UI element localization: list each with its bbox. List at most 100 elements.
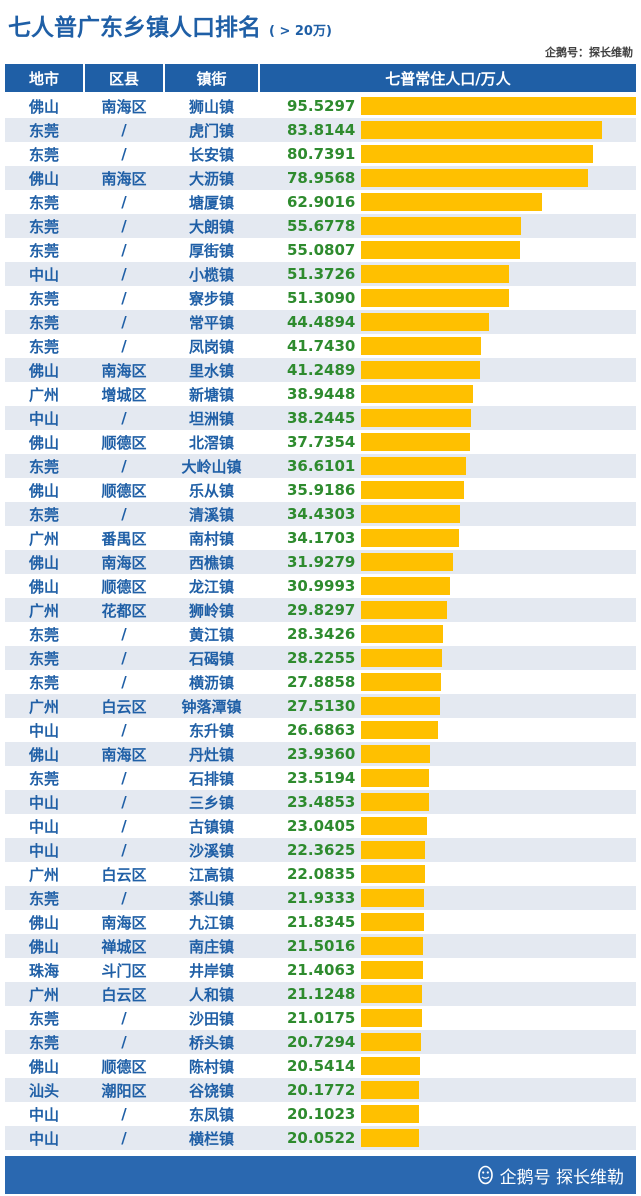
town-cell: 东升镇 — [188, 721, 234, 740]
city-cell: 中山 — [28, 721, 59, 740]
population-bar — [361, 169, 589, 187]
value-label: 51.3090 — [287, 289, 356, 307]
table-row: 佛山 南海区 丹灶镇 23.9360 — [5, 742, 636, 766]
table-row: 中山 / 东升镇 26.6863 — [5, 718, 636, 742]
city-cell: 广州 — [28, 601, 59, 620]
table-row: 中山 / 横栏镇 20.0522 — [5, 1126, 636, 1150]
table-row: 东莞 / 清溪镇 34.4303 — [5, 502, 636, 526]
population-bar — [361, 313, 490, 331]
city-cell: 中山 — [28, 1129, 59, 1148]
value-label: 41.2489 — [287, 361, 356, 379]
penguin-icon — [477, 1165, 493, 1185]
district-cell: 白云区 — [101, 985, 147, 1004]
table-row: 东莞 / 凤岗镇 41.7430 — [5, 334, 636, 358]
town-cell: 乐从镇 — [188, 481, 234, 500]
city-cell: 东莞 — [28, 337, 59, 356]
district-cell: / — [121, 889, 127, 907]
town-cell: 石排镇 — [188, 769, 234, 788]
table-row: 东莞 / 常平镇 44.4894 — [5, 310, 636, 334]
district-cell: 潮阳区 — [101, 1081, 147, 1100]
table-row: 珠海 斗门区 井岸镇 21.4063 — [5, 958, 636, 982]
table-row: 东莞 / 石排镇 23.5194 — [5, 766, 636, 790]
city-cell: 广州 — [28, 865, 59, 884]
table-row: 中山 / 古镇镇 23.0405 — [5, 814, 636, 838]
city-cell: 东莞 — [28, 289, 59, 308]
district-cell: / — [121, 1009, 127, 1027]
town-cell: 陈村镇 — [188, 1057, 234, 1076]
district-cell: 南海区 — [101, 97, 147, 116]
district-cell: 南海区 — [101, 913, 147, 932]
district-cell: 斗门区 — [101, 961, 147, 980]
town-cell: 新塘镇 — [188, 385, 234, 404]
city-cell: 佛山 — [28, 937, 59, 956]
district-cell: 顺德区 — [101, 433, 147, 452]
value-label: 29.8297 — [287, 601, 356, 619]
table-row: 东莞 / 塘厦镇 62.9016 — [5, 190, 636, 214]
population-bar — [361, 121, 603, 139]
table-row: 中山 / 坦洲镇 38.2445 — [5, 406, 636, 430]
population-bar — [361, 1129, 419, 1147]
population-bar — [361, 265, 509, 283]
value-label: 83.8144 — [287, 121, 356, 139]
population-bar — [361, 649, 443, 667]
value-label: 31.9279 — [287, 553, 356, 571]
table-row: 佛山 南海区 里水镇 41.2489 — [5, 358, 636, 382]
population-bar — [361, 769, 429, 787]
city-cell: 汕头 — [28, 1081, 59, 1100]
value-label: 36.6101 — [287, 457, 356, 475]
value-label: 23.0405 — [287, 817, 356, 835]
town-cell: 南村镇 — [188, 529, 234, 548]
chart-title-block: 七人普广东乡镇人口排名 ( > 20万) — [8, 8, 332, 42]
population-bar — [361, 361, 480, 379]
header-town: 镇街 — [165, 64, 258, 92]
city-cell: 中山 — [28, 841, 59, 860]
population-bar — [361, 697, 441, 715]
population-bar — [361, 913, 424, 931]
population-bar — [361, 433, 470, 451]
city-cell: 广州 — [28, 697, 59, 716]
city-cell: 佛山 — [28, 1057, 59, 1076]
table-row: 东莞 / 厚街镇 55.0807 — [5, 238, 636, 262]
district-cell: / — [121, 121, 127, 139]
chart-subtitle: ( > 20万) — [269, 24, 332, 39]
table-row: 佛山 南海区 狮山镇 95.5297 — [5, 94, 636, 118]
town-cell: 坦洲镇 — [188, 409, 234, 428]
town-cell: 凤岗镇 — [188, 337, 234, 356]
district-cell: 增城区 — [101, 385, 147, 404]
city-cell: 中山 — [28, 817, 59, 836]
population-bar — [361, 145, 594, 163]
town-cell: 龙江镇 — [188, 577, 234, 596]
district-cell: / — [121, 505, 127, 523]
chart-title: 七人普广东乡镇人口排名 — [8, 15, 261, 41]
town-cell: 井岸镇 — [188, 961, 234, 980]
city-cell: 中山 — [28, 409, 59, 428]
population-bar — [361, 217, 522, 235]
value-label: 23.5194 — [287, 769, 356, 787]
city-cell: 东莞 — [28, 217, 59, 236]
value-label: 20.1772 — [287, 1081, 356, 1099]
value-label: 80.7391 — [287, 145, 356, 163]
table-row: 广州 白云区 钟落潭镇 27.5130 — [5, 694, 636, 718]
population-bar — [361, 745, 430, 763]
value-label: 21.4063 — [287, 961, 356, 979]
value-label: 28.2255 — [287, 649, 356, 667]
population-bar — [361, 1081, 420, 1099]
table-row: 东莞 / 大朗镇 55.6778 — [5, 214, 636, 238]
value-label: 30.9993 — [287, 577, 356, 595]
city-cell: 珠海 — [28, 961, 59, 980]
population-bar — [361, 841, 426, 859]
district-cell: / — [121, 769, 127, 787]
table-row: 佛山 南海区 大沥镇 78.9568 — [5, 166, 636, 190]
table-row: 东莞 / 长安镇 80.7391 — [5, 142, 636, 166]
town-cell: 横栏镇 — [188, 1129, 234, 1148]
population-bar — [361, 721, 438, 739]
town-cell: 大岭山镇 — [181, 457, 242, 476]
value-label: 78.9568 — [287, 169, 356, 187]
value-label: 41.7430 — [287, 337, 356, 355]
value-label: 38.9448 — [287, 385, 356, 403]
town-cell: 人和镇 — [188, 985, 234, 1004]
header-city: 地市 — [5, 64, 83, 92]
town-cell: 东凤镇 — [188, 1105, 234, 1124]
city-cell: 东莞 — [28, 649, 59, 668]
